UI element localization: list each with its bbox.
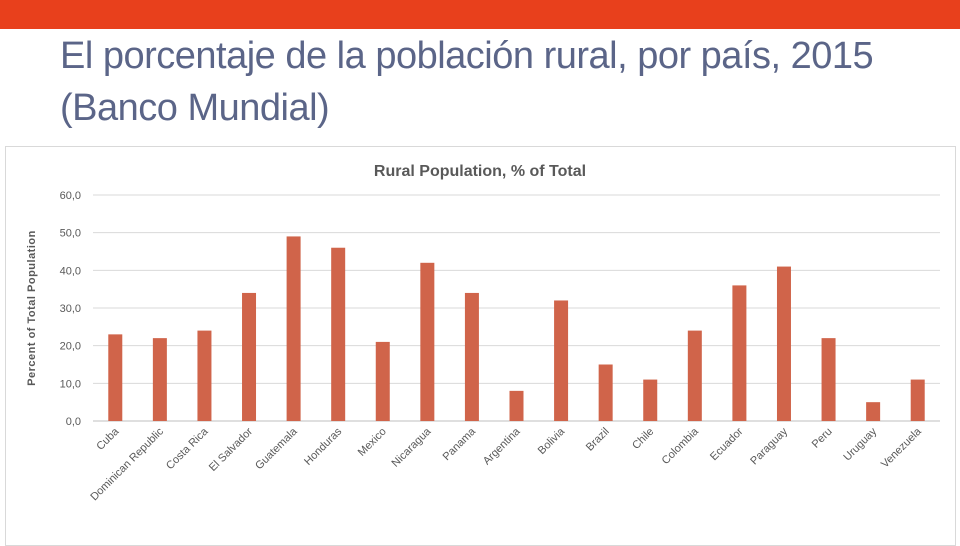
- bar-venezuela: [910, 379, 925, 421]
- y-tick-label: 0,0: [66, 416, 81, 428]
- y-tick-label: 40,0: [60, 265, 81, 277]
- y-tick-labels: 0,0 10,0 20,0 30,0 40,0 50,0 60,0: [60, 190, 81, 428]
- bar-costa-rica: [197, 330, 212, 421]
- bar-ecuador: [732, 285, 747, 421]
- x-tick-label: Cuba: [94, 425, 122, 453]
- slide-title: El porcentaje de la población rural, por…: [60, 35, 874, 129]
- x-tick-label: Venezuela: [879, 425, 924, 470]
- y-tick-label: 10,0: [60, 378, 81, 390]
- x-tick-label: Mexico: [356, 426, 389, 459]
- bar-peru: [821, 338, 836, 421]
- x-tick-label: Ecuador: [708, 425, 746, 463]
- bar-argentina: [509, 390, 524, 421]
- x-tick-label: Bolivia: [536, 425, 568, 457]
- bar-colombia: [687, 330, 702, 421]
- x-tick-label: Chile: [630, 426, 656, 452]
- y-tick-label: 60,0: [60, 190, 81, 202]
- chart-title: Rural Population, % of Total: [374, 163, 586, 180]
- x-tick-label: El Salvador: [207, 425, 255, 473]
- bar-brazil: [598, 364, 613, 421]
- bar-guatemala: [286, 236, 301, 421]
- bar-cuba: [108, 334, 123, 421]
- bar-honduras: [331, 247, 346, 421]
- y-tick-label: 50,0: [60, 228, 81, 240]
- x-tick-label: Dominican Republic: [88, 425, 166, 503]
- x-tick-label: Nicaragua: [390, 425, 435, 470]
- x-tick-label: Paraguay: [748, 425, 790, 467]
- y-axis-label: Percent of Total Population: [26, 230, 38, 386]
- bar-mexico: [375, 341, 390, 421]
- x-tick-label: Brazil: [584, 426, 612, 454]
- x-tick-label: Costa Rica: [164, 425, 211, 472]
- x-tick-label: Colombia: [660, 425, 702, 467]
- x-tick-label: Argentina: [481, 425, 523, 467]
- x-tick-label: Peru: [810, 426, 835, 451]
- bar-nicaragua: [420, 262, 435, 421]
- x-tick-label: Panama: [441, 425, 479, 463]
- bar-chile: [643, 379, 658, 421]
- bar-paraguay: [776, 266, 791, 421]
- bars: [108, 236, 925, 421]
- y-tick-label: 30,0: [60, 303, 81, 315]
- grid-lines: [93, 194, 940, 422]
- bar-panama: [464, 292, 479, 421]
- x-tick-label: Uruguay: [841, 425, 879, 463]
- y-tick-label: 20,0: [60, 341, 81, 353]
- bar-uruguay: [866, 402, 881, 421]
- bar-bolivia: [554, 300, 569, 421]
- x-tick-label: Honduras: [302, 425, 345, 468]
- x-tick-label: Guatemala: [253, 425, 300, 472]
- top-accent-bar: [0, 0, 960, 29]
- bar-el-salvador: [242, 292, 257, 421]
- bar-dominican-republic: [152, 338, 167, 421]
